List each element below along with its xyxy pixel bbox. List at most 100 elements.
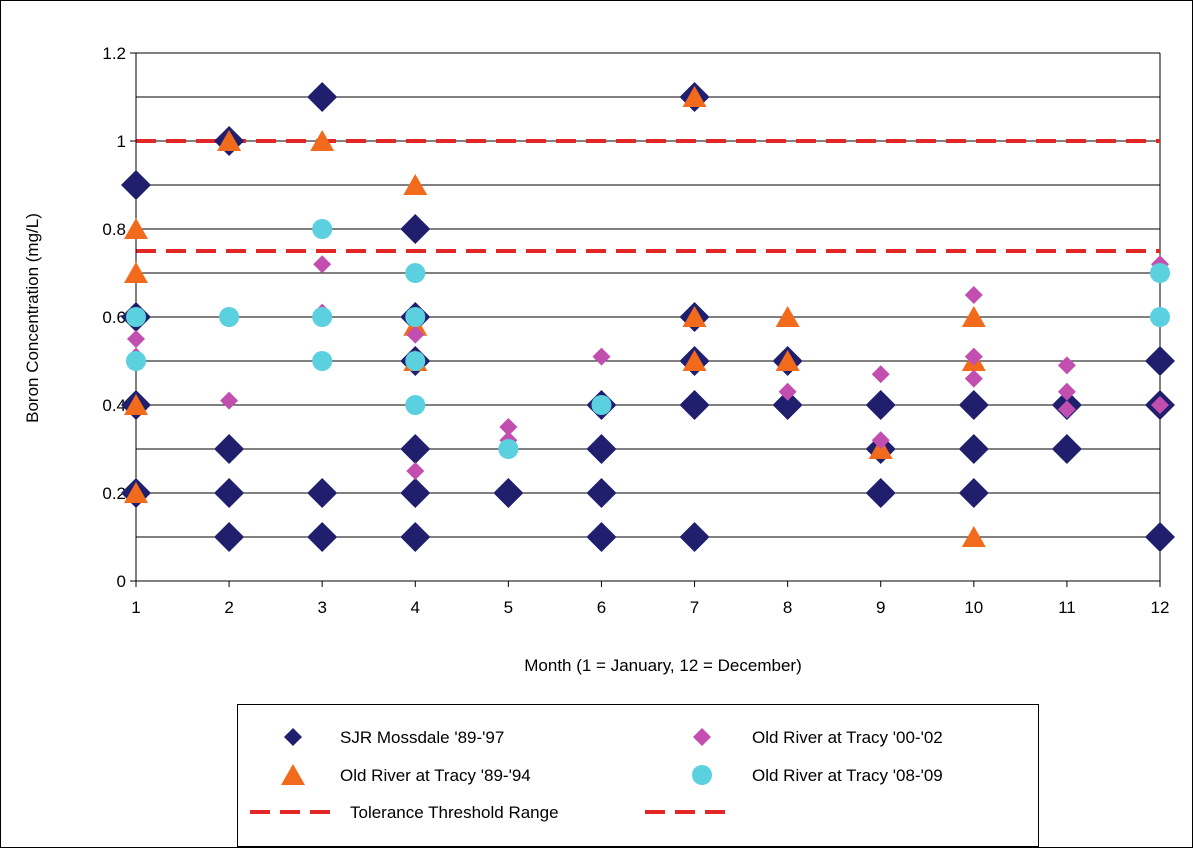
x-tick-label: 7 <box>690 598 699 617</box>
data-point <box>964 286 983 304</box>
x-tick-label: 4 <box>411 598 420 617</box>
legend-entry: Old River at Tracy '08-'09 <box>692 765 943 785</box>
y-tick-label: 0.8 <box>102 220 126 239</box>
data-point <box>1150 263 1170 283</box>
data-point <box>498 439 519 459</box>
data-point <box>124 482 148 503</box>
data-point <box>1150 307 1170 327</box>
y-tick-label: 0.4 <box>102 396 126 415</box>
data-point <box>217 130 242 151</box>
data-point <box>961 306 986 327</box>
data-point <box>778 382 797 401</box>
data-point <box>214 522 245 552</box>
x-tick-label: 6 <box>597 598 606 617</box>
data-point <box>220 391 239 410</box>
x-tick-label: 1 <box>131 598 140 617</box>
data-point <box>1057 400 1076 419</box>
data-point <box>127 330 145 348</box>
y-axis-label: Boron Concentration (mg/L) <box>23 213 42 423</box>
data-point <box>400 214 431 244</box>
data-point <box>775 350 800 371</box>
y-tick-label: 0 <box>117 572 126 591</box>
data-point <box>1145 346 1175 376</box>
legend-label: Old River at Tracy '89-'94 <box>340 766 531 785</box>
data-point <box>405 263 426 283</box>
data-marks <box>121 82 1175 552</box>
data-point <box>682 306 707 327</box>
data-point <box>772 390 803 420</box>
data-point <box>586 434 617 464</box>
data-point <box>124 218 148 239</box>
data-point <box>964 369 983 388</box>
data-point <box>1057 382 1076 401</box>
data-point <box>312 219 333 239</box>
data-point <box>400 478 431 508</box>
data-point <box>405 307 426 327</box>
legend-entry-threshold: Tolerance Threshold Range <box>250 803 735 822</box>
data-point <box>313 255 332 274</box>
data-point <box>958 478 989 508</box>
data-point <box>679 522 710 552</box>
data-point <box>400 522 431 552</box>
data-point <box>406 325 425 344</box>
data-point <box>591 395 612 415</box>
x-tick-label: 10 <box>964 598 983 617</box>
data-point <box>961 526 986 547</box>
x-tick-label: 12 <box>1151 598 1170 617</box>
y-tick-label: 1.2 <box>102 44 126 63</box>
data-point <box>592 347 611 366</box>
data-point <box>121 170 151 200</box>
data-point <box>1145 522 1175 552</box>
y-tick-label: 1 <box>117 132 126 151</box>
legend-label: SJR Mossdale '89-'97 <box>340 728 504 747</box>
data-point <box>871 431 890 450</box>
data-point <box>406 462 425 480</box>
data-point <box>312 307 333 327</box>
legend-marker <box>693 728 711 746</box>
data-point <box>405 351 426 371</box>
legend-entry: Old River at Tracy '00-'02 <box>693 728 943 747</box>
data-point <box>1051 434 1082 464</box>
threshold-lines <box>136 139 1160 253</box>
legend-label: Tolerance Threshold Range <box>350 803 559 822</box>
data-point <box>400 434 431 464</box>
data-point <box>124 394 148 415</box>
data-point <box>403 174 428 195</box>
legend: SJR Mossdale '89-'97 Old River at Tracy '… <box>237 704 1039 847</box>
x-tick-label: 2 <box>224 598 233 617</box>
data-point <box>307 522 338 552</box>
legend-label: Old River at Tracy '00-'02 <box>752 728 943 747</box>
data-point <box>312 351 333 371</box>
x-tick-label: 8 <box>783 598 792 617</box>
legend-marker <box>281 764 305 785</box>
legend-entry: Old River at Tracy '89-'94 <box>281 764 531 785</box>
data-point <box>214 478 245 508</box>
data-point <box>775 306 800 327</box>
data-point <box>682 86 707 107</box>
data-point <box>307 82 338 112</box>
data-point <box>682 350 707 371</box>
data-point <box>871 365 890 384</box>
legend-marker <box>284 728 302 746</box>
x-tick-label: 3 <box>317 598 326 617</box>
data-point <box>124 262 148 283</box>
x-axis-label: Month (1 = January, 12 = December) <box>524 656 802 675</box>
data-point <box>1151 396 1169 414</box>
x-tick-label: 11 <box>1058 598 1076 617</box>
data-point <box>679 390 710 420</box>
data-point <box>865 478 896 508</box>
y-tick-label: 0.6 <box>102 308 126 327</box>
data-point <box>865 390 896 420</box>
data-point <box>307 478 338 508</box>
data-point <box>493 478 524 508</box>
data-point <box>499 418 518 436</box>
data-point <box>964 347 983 366</box>
data-point <box>586 478 617 508</box>
data-point <box>1057 356 1076 375</box>
legend-box <box>237 704 1039 847</box>
legend-marker <box>692 765 712 785</box>
data-point <box>126 307 146 327</box>
y-tick-label: 0.2 <box>102 484 126 503</box>
